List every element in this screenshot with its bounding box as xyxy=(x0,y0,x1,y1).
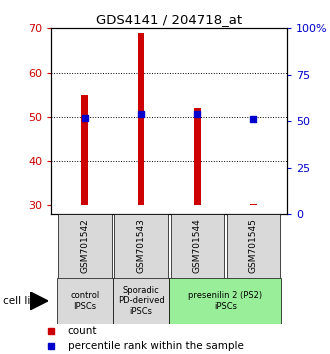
Bar xyxy=(138,33,145,205)
Bar xyxy=(58,214,112,278)
Bar xyxy=(113,278,169,324)
Bar xyxy=(250,204,257,205)
Bar xyxy=(169,278,281,324)
Polygon shape xyxy=(30,292,48,310)
Text: cell line: cell line xyxy=(3,296,44,306)
Text: GSM701543: GSM701543 xyxy=(137,218,146,274)
Text: count: count xyxy=(68,326,97,336)
Text: control
IPSCs: control IPSCs xyxy=(70,291,99,310)
Text: percentile rank within the sample: percentile rank within the sample xyxy=(68,341,244,350)
Text: GSM701542: GSM701542 xyxy=(81,219,89,273)
Bar xyxy=(171,214,224,278)
Bar xyxy=(115,214,168,278)
Text: Sporadic
PD-derived
iPSCs: Sporadic PD-derived iPSCs xyxy=(118,286,164,316)
Text: GSM701545: GSM701545 xyxy=(249,218,258,274)
Bar xyxy=(57,278,113,324)
Text: presenilin 2 (PS2)
iPSCs: presenilin 2 (PS2) iPSCs xyxy=(188,291,262,310)
Title: GDS4141 / 204718_at: GDS4141 / 204718_at xyxy=(96,13,242,26)
Bar xyxy=(194,108,201,205)
Bar xyxy=(227,214,280,278)
Bar xyxy=(82,95,88,205)
Text: GSM701544: GSM701544 xyxy=(193,219,202,273)
